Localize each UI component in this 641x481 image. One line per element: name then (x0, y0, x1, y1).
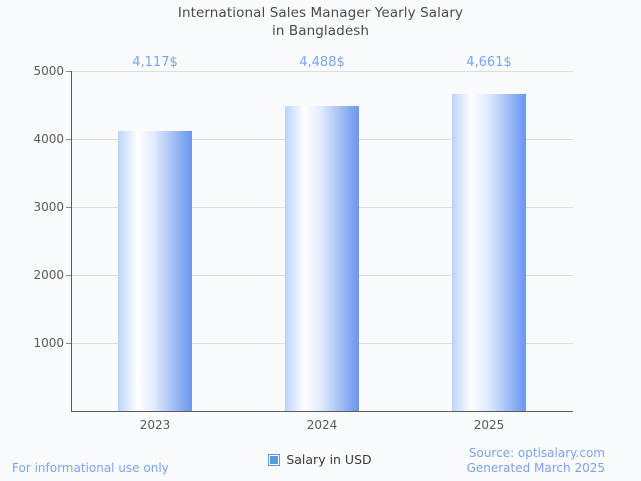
x-tick-label-2025: 2025 (473, 418, 505, 432)
y-tick-label-5000: 5000 (33, 64, 64, 78)
y-axis-line (71, 71, 72, 412)
y-tick-mark-2000 (66, 275, 71, 276)
y-tick-mark-3000 (66, 207, 71, 208)
bar-2023[interactable] (118, 131, 192, 411)
bar-2024[interactable] (285, 105, 359, 411)
disclaimer-text: For informational use only (12, 461, 169, 475)
gridline-5000 (72, 71, 573, 72)
y-tick-label-2000: 2000 (33, 268, 64, 282)
y-tick-label-3000: 3000 (33, 200, 64, 214)
x-axis-line (71, 411, 573, 412)
y-tick-mark-4000 (66, 139, 71, 140)
generated-text: Generated March 2025 (466, 461, 605, 475)
chart-title-line-1: International Sales Manager Yearly Salar… (177, 5, 464, 21)
y-tick-mark-1000 (66, 343, 71, 344)
bars-layer (72, 71, 573, 411)
data-label-2025: 4,661$ (466, 55, 512, 70)
source-block: Source: optisalary.com Generated March 2… (467, 446, 605, 476)
legend-swatch-salary-in-usd (268, 453, 281, 466)
x-tick-label-2023: 2023 (139, 418, 171, 432)
data-label-2024: 4,488$ (299, 55, 345, 70)
source-text: Source: optisalary.com (468, 446, 605, 460)
y-tick-mark-5000 (66, 71, 71, 72)
chart-title-line-2: in Bangladesh (271, 23, 370, 39)
y-tick-label-4000: 4000 (33, 132, 64, 146)
chart-title: International Sales Manager Yearly Salar… (0, 4, 641, 40)
y-tick-label-1000: 1000 (33, 336, 64, 350)
chart-legend[interactable]: Salary in USD (0, 452, 641, 467)
legend-label-salary-in-usd: Salary in USD (286, 452, 372, 467)
x-tick-label-2024: 2024 (306, 418, 338, 432)
bar-2025[interactable] (452, 94, 526, 411)
data-label-2023: 4,117$ (132, 55, 178, 70)
y-axis: 5000 4000 3000 2000 1000 (0, 0, 71, 481)
